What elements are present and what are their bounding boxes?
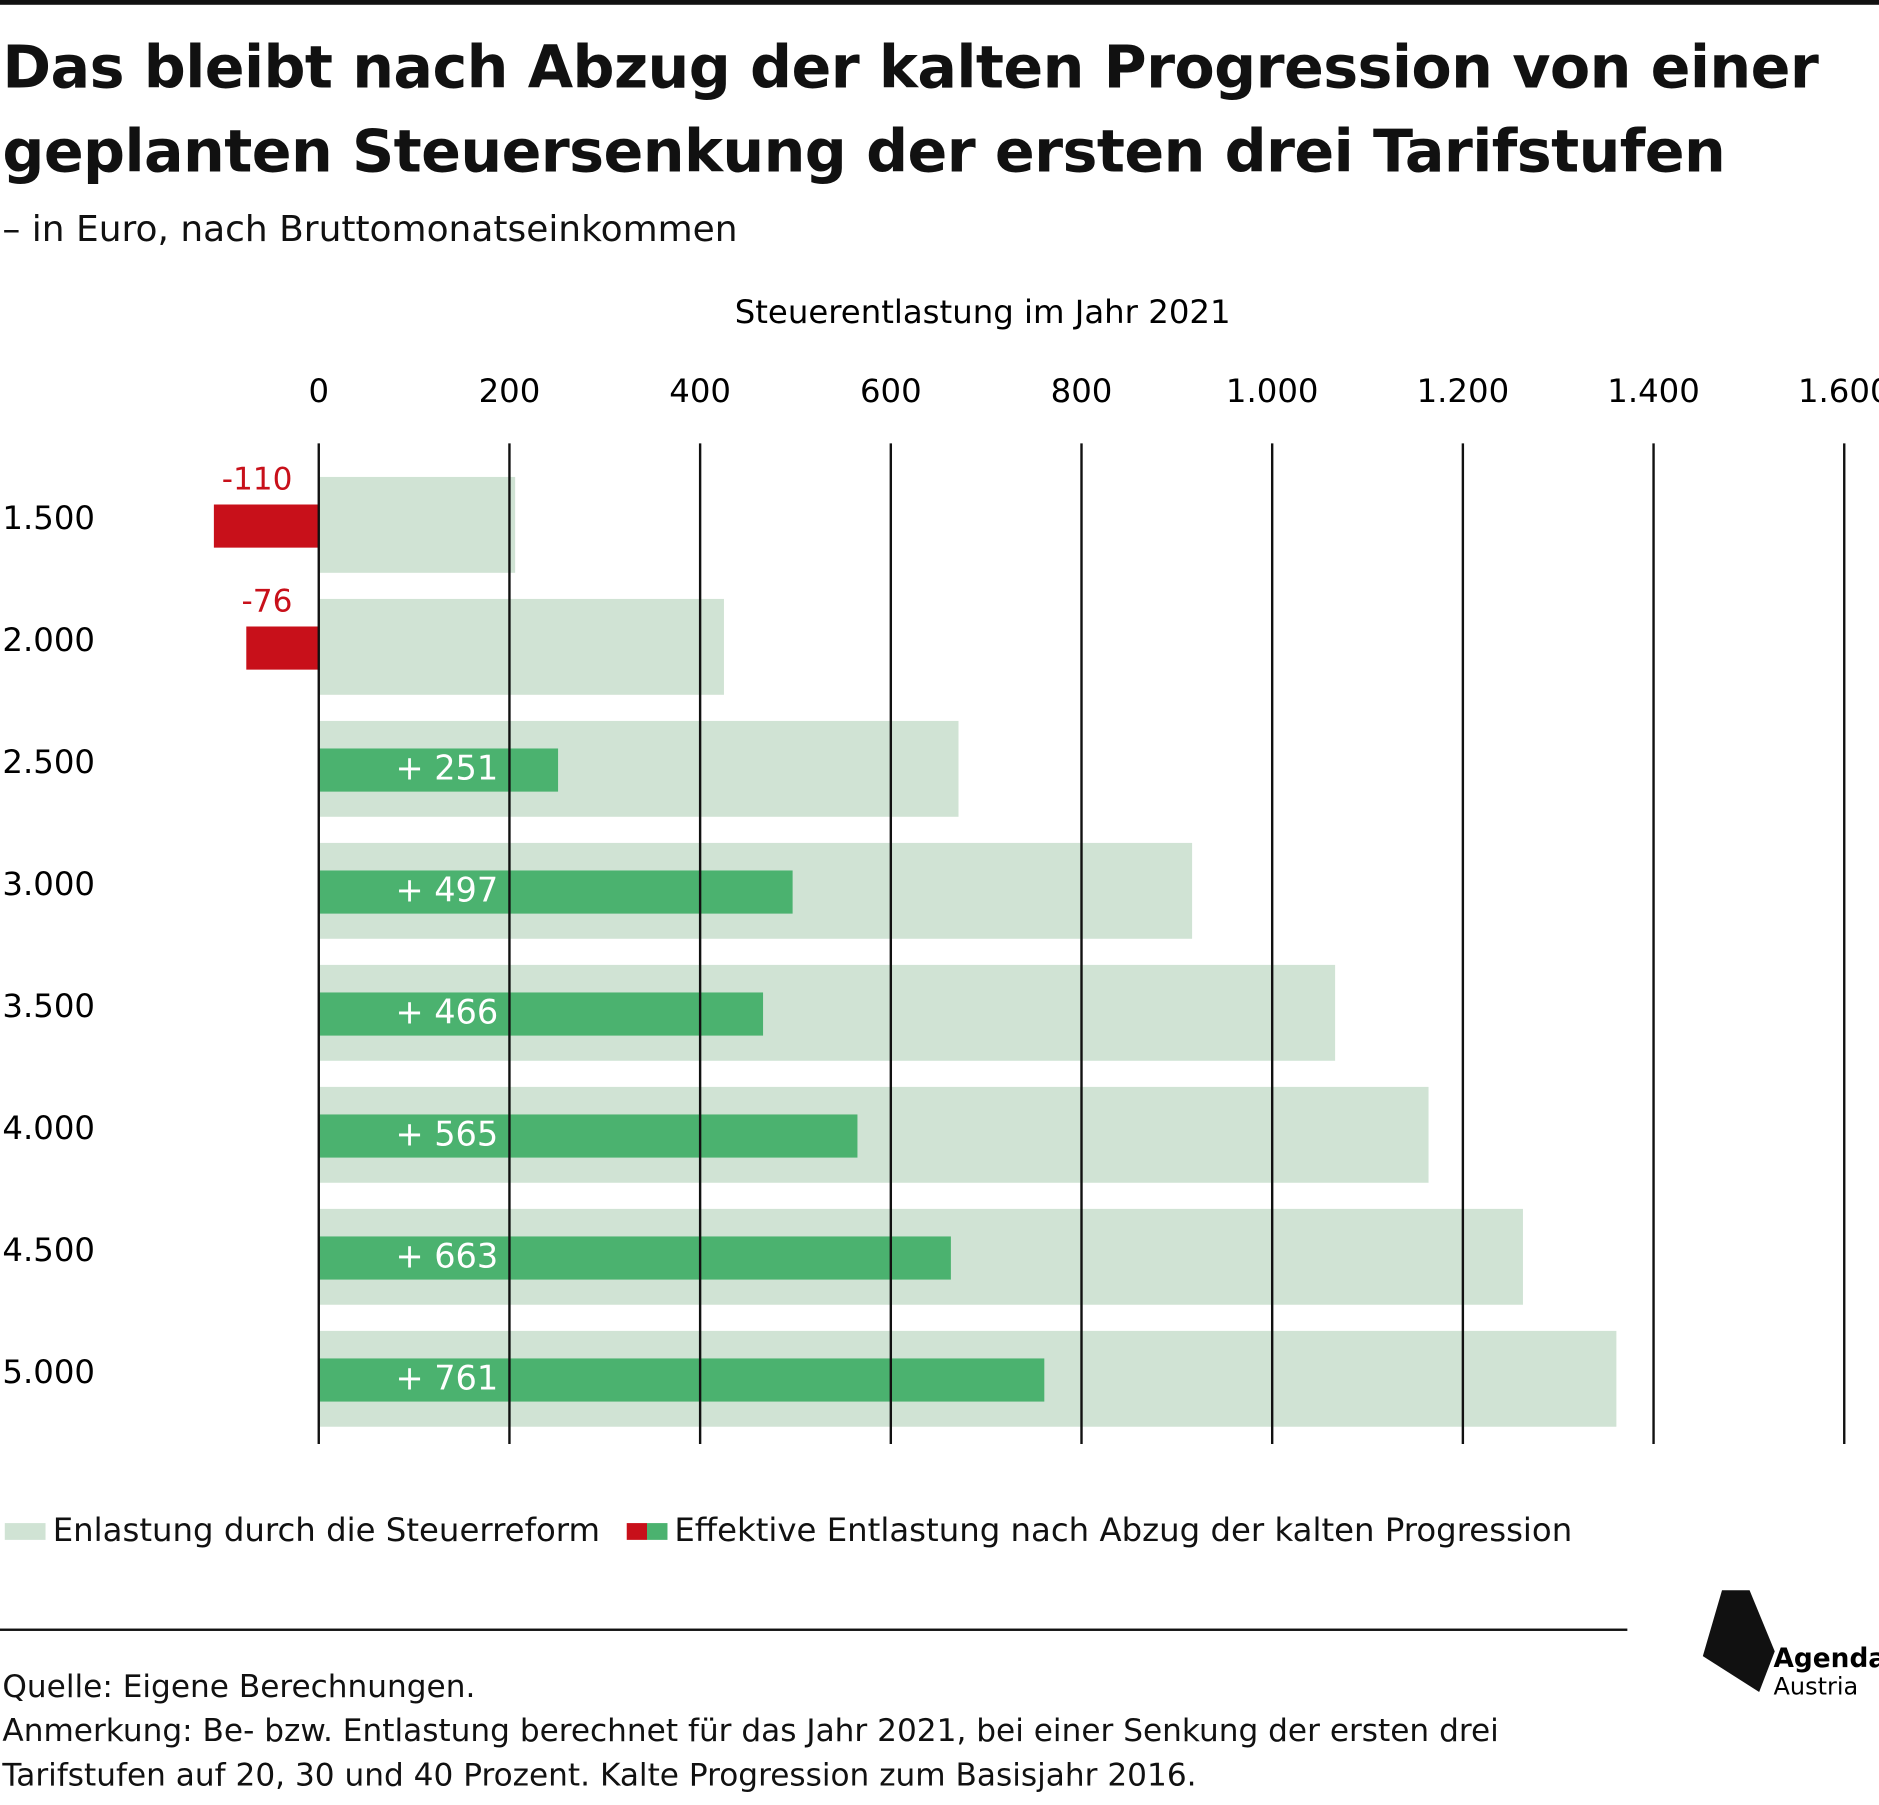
data-label: + 761 [395, 1359, 498, 1398]
y-tick-label: 1.500 [2, 499, 95, 537]
bar [318, 598, 724, 695]
x-axis-label: Steuerentlastung im Jahr 2021 [735, 293, 1231, 331]
x-tick-label: 600 [860, 372, 922, 410]
x-tick-label: 1.000 [1226, 372, 1319, 410]
bar [318, 870, 793, 914]
chart-title: Das bleibt nach Abzug der kalten Progres… [2, 33, 1819, 186]
x-tick-label: 200 [479, 372, 541, 410]
x-tick-label: 400 [669, 372, 731, 410]
logo-mark [1702, 1590, 1775, 1693]
legend-swatch [626, 1522, 668, 1540]
note: Anmerkung: Be- bzw. Entlastung berechnet… [2, 1713, 1499, 1794]
y-tick-label: 3.000 [2, 865, 95, 903]
y-tick-label: 4.500 [2, 1231, 95, 1269]
data-label: + 497 [395, 871, 498, 910]
y-tick-label: 2.500 [2, 743, 95, 781]
x-tick-label: 800 [1051, 372, 1113, 410]
bar [318, 476, 516, 573]
data-label: + 663 [395, 1237, 498, 1276]
x-tick-label: 1.200 [1417, 372, 1510, 410]
legend: Enlastung durch die Steuerreform Effekti… [4, 1512, 1573, 1550]
data-label: + 251 [395, 749, 498, 788]
data-label: + 565 [395, 1115, 498, 1154]
bar [318, 1114, 858, 1158]
bar [318, 1236, 951, 1280]
data-label: + 466 [395, 993, 498, 1032]
chart-subtitle: – in Euro, nach Bruttomonatseinkommen [2, 208, 738, 251]
data-label: -110 [222, 462, 293, 498]
bar [318, 992, 764, 1036]
bottom-rule [0, 1628, 1628, 1631]
bar [246, 626, 319, 670]
logo-text: Austria [1774, 1672, 1859, 1700]
y-tick-label: 3.500 [2, 987, 95, 1025]
y-tick-label: 4.000 [2, 1109, 95, 1147]
y-tick-label: 2.000 [2, 621, 95, 659]
notes: Quelle: Eigene Berechnungen. Anmerkung: … [2, 1666, 1620, 1799]
x-tick-label: 1.600 [1798, 372, 1879, 410]
legend-swatch [4, 1522, 46, 1540]
legend-label: Enlastung durch die Steuerreform [52, 1512, 601, 1550]
x-tick-label: 0 [308, 372, 329, 410]
bar [318, 748, 559, 792]
logo-text: Agenda [1774, 1644, 1879, 1674]
legend-label: Effektive Entlastung nach Abzug der kalt… [674, 1512, 1573, 1550]
data-label: -76 [242, 584, 293, 620]
bar [318, 1358, 1045, 1402]
source: Quelle: Eigene Berechnungen. [2, 1669, 476, 1706]
bar [213, 504, 319, 548]
top-rule [0, 0, 1879, 5]
y-tick-label: 5.000 [2, 1353, 95, 1391]
x-tick-label: 1.400 [1607, 372, 1700, 410]
